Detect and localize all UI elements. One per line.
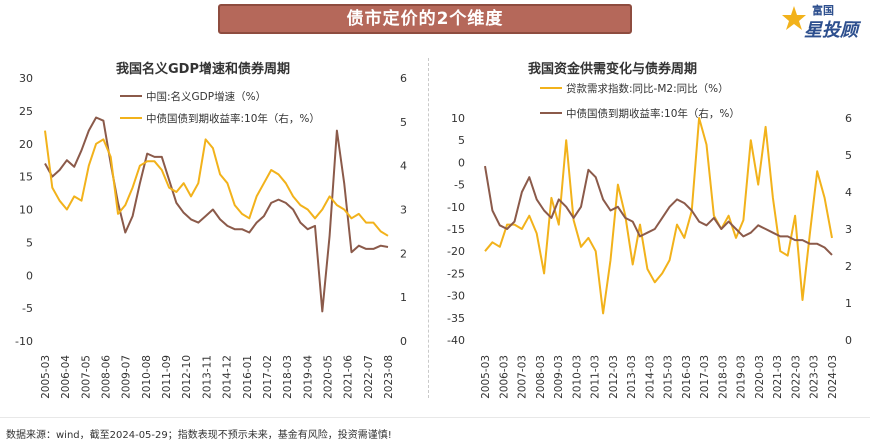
right-ytick-right-3: 3 (845, 223, 852, 236)
right-xtick-9: 2014-03 (644, 355, 656, 399)
right-series-line-1 (484, 165, 833, 256)
right-xtick-3: 2008-03 (535, 355, 547, 399)
left-series-line-1 (44, 130, 389, 237)
footer-divider (0, 417, 870, 418)
right-ytick-right-5: 5 (845, 149, 852, 162)
chart-divider (428, 58, 429, 398)
right-xtick-19: 2024-03 (827, 355, 839, 399)
right-ytick-left-5: -15 (447, 223, 465, 236)
logo-small-text: 富国 (812, 4, 834, 17)
left-xtick-6: 2011-09 (161, 355, 173, 399)
left-ytick-right-5: 5 (400, 116, 407, 129)
left-xtick-15: 2021-06 (343, 355, 355, 399)
left-series-line-0 (44, 116, 389, 313)
right-xtick-0: 2005-03 (480, 355, 492, 399)
footer-disclaimer: 数据来源：wind，截至2024-05-29；指数表现不预示未来，基金有风险，投… (6, 430, 392, 441)
right-ytick-left-10: 10 (451, 112, 465, 125)
banner-title: 债市定价的2个维度 (218, 4, 632, 34)
right-ytick-left-4: -20 (447, 245, 465, 258)
left-xtick-12: 2018-03 (282, 355, 294, 399)
left-xtick-0: 2005-03 (40, 355, 52, 399)
left-ytick-right-0: 0 (400, 335, 407, 348)
left-xtick-10: 2016-01 (242, 355, 254, 399)
left-xtick-8: 2013-11 (201, 355, 213, 399)
left-xtick-13: 2019-04 (302, 355, 314, 399)
left-xtick-9: 2014-12 (222, 355, 234, 399)
left-ytick-right-2: 2 (400, 247, 407, 260)
left-ytick-right-6: 6 (400, 72, 407, 85)
logo-big-text: 星投顾 (804, 20, 858, 41)
star-logo-icon (782, 6, 806, 30)
right-xtick-4: 2009-03 (553, 355, 565, 399)
left-ytick-left-8: 30 (19, 72, 33, 85)
left-xtick-1: 2006-04 (60, 355, 72, 399)
left-ytick-left-2: 0 (26, 269, 33, 282)
right-ytick-left-9: 5 (458, 134, 465, 147)
right-xtick-12: 2017-03 (699, 355, 711, 399)
left-xtick-4: 2009-07 (121, 355, 133, 399)
left-ytick-left-4: 10 (19, 204, 33, 217)
left-ytick-left-0: -10 (15, 335, 33, 348)
right-xtick-17: 2022-03 (790, 355, 802, 399)
right-xtick-13: 2018-03 (717, 355, 729, 399)
left-ytick-left-5: 15 (19, 171, 33, 184)
left-xtick-11: 2017-02 (262, 355, 274, 399)
left-xtick-14: 2020-05 (322, 355, 334, 399)
right-ytick-left-3: -25 (447, 267, 465, 280)
left-ytick-right-3: 3 (400, 204, 407, 217)
right-ytick-right-1: 1 (845, 297, 852, 310)
right-ytick-right-4: 4 (845, 186, 852, 199)
right-xtick-6: 2011-03 (590, 355, 602, 399)
right-ytick-right-6: 6 (845, 112, 852, 125)
left-legend-label-0: 中国:名义GDP增速（%） (146, 90, 266, 103)
right-xtick-16: 2021-03 (772, 355, 784, 399)
right-ytick-left-1: -35 (447, 312, 465, 325)
right-chart-title: 我国资金供需变化与债券周期 (528, 62, 698, 77)
left-xtick-3: 2008-06 (101, 355, 113, 399)
right-xtick-8: 2013-03 (626, 355, 638, 399)
right-xtick-10: 2015-03 (663, 355, 675, 399)
left-xtick-2: 2007-05 (80, 355, 92, 399)
right-ytick-left-0: -40 (447, 334, 465, 347)
left-xtick-17: 2023-08 (383, 355, 395, 399)
brand-logo: 富国 星投顾 (782, 2, 868, 42)
left-ytick-left-3: 5 (26, 236, 33, 249)
right-ytick-right-2: 2 (845, 260, 852, 273)
right-ytick-right-0: 0 (845, 334, 852, 347)
left-ytick-right-4: 4 (400, 160, 407, 173)
right-ytick-left-6: -10 (447, 201, 465, 214)
left-legend-label-1: 中债国债到期收益率:10年（右，%） (146, 112, 320, 125)
right-xtick-7: 2012-03 (608, 355, 620, 399)
left-xtick-16: 2022-07 (363, 355, 375, 399)
right-series-line-0 (484, 117, 833, 315)
left-ytick-right-1: 1 (400, 291, 407, 304)
right-xtick-14: 2019-03 (736, 355, 748, 399)
right-ytick-left-2: -30 (447, 290, 465, 303)
left-chart-title: 我国名义GDP增速和债券周期 (116, 62, 290, 77)
left-ytick-left-7: 25 (19, 105, 33, 118)
left-xtick-7: 2012-10 (181, 355, 193, 399)
right-xtick-2: 2007-03 (517, 355, 529, 399)
left-ytick-left-1: -5 (22, 302, 33, 315)
right-ytick-left-7: -5 (454, 179, 465, 192)
right-xtick-11: 2016-03 (681, 355, 693, 399)
right-legend-label-0: 贷款需求指数:同比-M2:同比（%） (566, 82, 729, 95)
right-legend-label-1: 中债国债到期收益率:10年（右，%） (566, 107, 740, 120)
left-xtick-5: 2010-08 (141, 355, 153, 399)
right-xtick-18: 2023-03 (809, 355, 821, 399)
right-xtick-1: 2006-03 (498, 355, 510, 399)
left-ytick-left-6: 20 (19, 138, 33, 151)
right-ytick-left-8: 0 (458, 156, 465, 169)
right-xtick-15: 2020-03 (754, 355, 766, 399)
right-xtick-5: 2010-03 (571, 355, 583, 399)
